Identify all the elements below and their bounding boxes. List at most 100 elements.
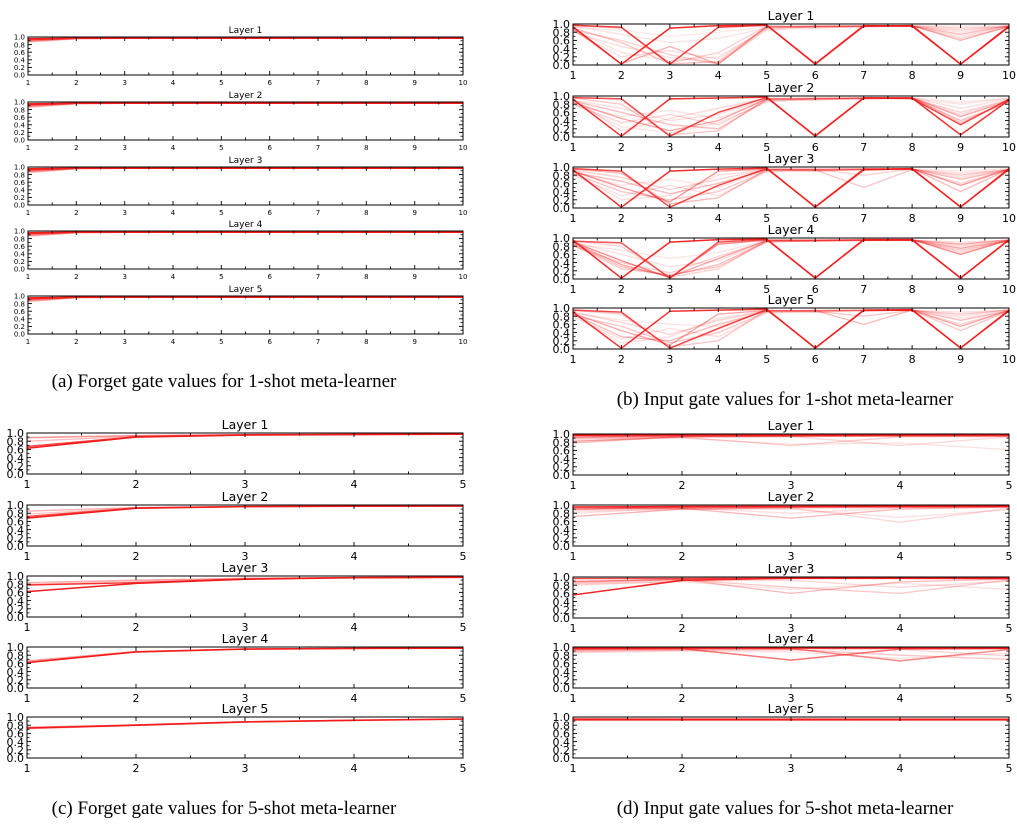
x-tick-label: 2 (618, 69, 625, 82)
y-tick-label: 0.2 (553, 194, 571, 207)
x-tick-label: 4 (897, 479, 904, 492)
x-tick-label: 5 (763, 69, 770, 82)
x-tick-label: 3 (666, 283, 673, 296)
x-tick-label: 2 (133, 692, 140, 705)
x-tick-label: 1 (24, 621, 31, 634)
y-tick-label: 0.6 (7, 728, 25, 741)
series-lines (573, 24, 1009, 65)
y-tick-label: 0.6 (553, 516, 571, 529)
x-tick-label: 2 (618, 283, 625, 296)
y-tick-label: 0.6 (553, 107, 571, 120)
x-tick-label: 6 (267, 209, 272, 217)
y-tick-label: 0.0 (553, 540, 571, 553)
x-tick-label: 10 (1002, 69, 1016, 82)
y-tick-label: 0.0 (7, 682, 25, 695)
x-tick-label: 7 (860, 212, 867, 225)
x-tick-label: 5 (219, 144, 223, 152)
y-tick-label: 0.4 (7, 666, 25, 679)
x-tick-label: 1 (24, 550, 31, 563)
x-tick-label: 6 (812, 69, 819, 82)
x-tick-label: 4 (897, 762, 904, 775)
axes-frame (27, 36, 464, 76)
y-tick-label: 1.0 (553, 499, 571, 512)
y-tick-label: 1.0 (553, 711, 571, 724)
x-tick-label: 8 (364, 144, 368, 152)
y-tick-label: 0.2 (553, 744, 571, 757)
x-tick-label: 10 (1002, 353, 1016, 366)
x-tick-label: 4 (171, 79, 176, 87)
x-tick-label: 5 (763, 212, 770, 225)
axes-frame (27, 166, 464, 206)
x-tick-label: 10 (1002, 212, 1016, 225)
y-tick-label: 0.4 (553, 736, 571, 749)
x-tick-label: 3 (242, 550, 249, 563)
y-tick-label: 0.4 (7, 595, 25, 608)
y-tick-label: 0.0 (14, 202, 25, 210)
axes-frame (26, 432, 464, 475)
chart-title: Layer 5 (768, 292, 815, 307)
x-tick-label: 2 (74, 338, 78, 346)
x-tick-label: 5 (763, 283, 770, 296)
x-tick-label: 2 (618, 141, 625, 154)
y-tick-label: 0.6 (7, 516, 25, 529)
y-tick-label: 0.0 (553, 131, 571, 144)
axes-frame (572, 504, 1010, 547)
x-tick-label: 3 (788, 622, 795, 635)
x-tick-label: 1 (26, 273, 30, 281)
y-tick-label: 0.4 (553, 596, 571, 609)
y-tick-label: 0.6 (553, 319, 571, 332)
series-lines (27, 718, 463, 730)
x-tick-label: 5 (460, 550, 467, 563)
y-tick-label: 0.8 (553, 98, 571, 111)
y-tick-label: 1.0 (7, 641, 25, 654)
x-tick-label: 4 (715, 141, 722, 154)
x-tick-label: 9 (412, 209, 416, 217)
caption-panel-a: (a) Forget gate values for 1-shot meta-l… (51, 371, 397, 392)
x-tick-label: 4 (351, 478, 358, 491)
y-tick-label: 0.6 (14, 243, 26, 251)
y-tick-label: 0.8 (14, 171, 25, 179)
x-tick-label: 8 (364, 273, 368, 281)
x-tick-label: 3 (788, 550, 795, 563)
y-tick-label: 0.2 (7, 460, 25, 473)
x-tick-label: 10 (459, 338, 468, 346)
y-tick-label: 0.6 (14, 308, 26, 316)
x-tick-label: 1 (570, 692, 577, 705)
y-tick-label: 0.8 (553, 579, 571, 592)
x-tick-label: 9 (957, 212, 964, 225)
x-tick-label: 9 (957, 353, 964, 366)
y-tick-label: 0.2 (553, 461, 571, 474)
x-tick-label: 4 (171, 273, 176, 281)
x-tick-label: 6 (267, 338, 272, 346)
y-tick-label: 1.0 (7, 570, 25, 583)
x-tick-label: 3 (242, 478, 249, 491)
x-tick-label: 8 (909, 283, 916, 296)
x-tick-label: 4 (171, 338, 176, 346)
y-tick-label: 1.0 (14, 99, 25, 107)
layer-chart: 1 2 3 4 5 6 7 8 9 10 1.00.80.60.40.20.0 Layer 1 (14, 26, 468, 87)
x-tick-label: 7 (316, 144, 320, 152)
x-tick-label: 5 (1006, 622, 1013, 635)
x-tick-label: 4 (715, 353, 722, 366)
x-tick-label: 1 (570, 212, 577, 225)
y-tick-label: 0.0 (7, 752, 25, 765)
x-tick-label: 6 (267, 79, 272, 87)
series-lines (573, 96, 1009, 137)
x-tick-label: 5 (1006, 479, 1013, 492)
x-tick-label: 2 (133, 550, 140, 563)
y-tick-label: 0.6 (553, 249, 571, 262)
layer-chart: 1 2 3 4 5 1.00.80.60.40.20.0 Layer 4 (553, 631, 1013, 705)
y-tick-label: 0.2 (14, 129, 25, 137)
layer-chart: 1 2 3 4 5 1.00.80.60.40.20.0 Layer 3 (7, 560, 467, 634)
x-tick-label: 3 (122, 209, 126, 217)
x-tick-label: 2 (679, 692, 686, 705)
x-tick-label: 5 (460, 478, 467, 491)
x-tick-label: 10 (459, 273, 468, 281)
y-tick-label: 0.0 (14, 331, 25, 339)
y-tick-label: 1.0 (553, 641, 571, 654)
y-tick-label: 0.4 (553, 115, 571, 128)
chart-title: Layer 3 (222, 560, 269, 575)
y-tick-label: 0.2 (7, 532, 25, 545)
